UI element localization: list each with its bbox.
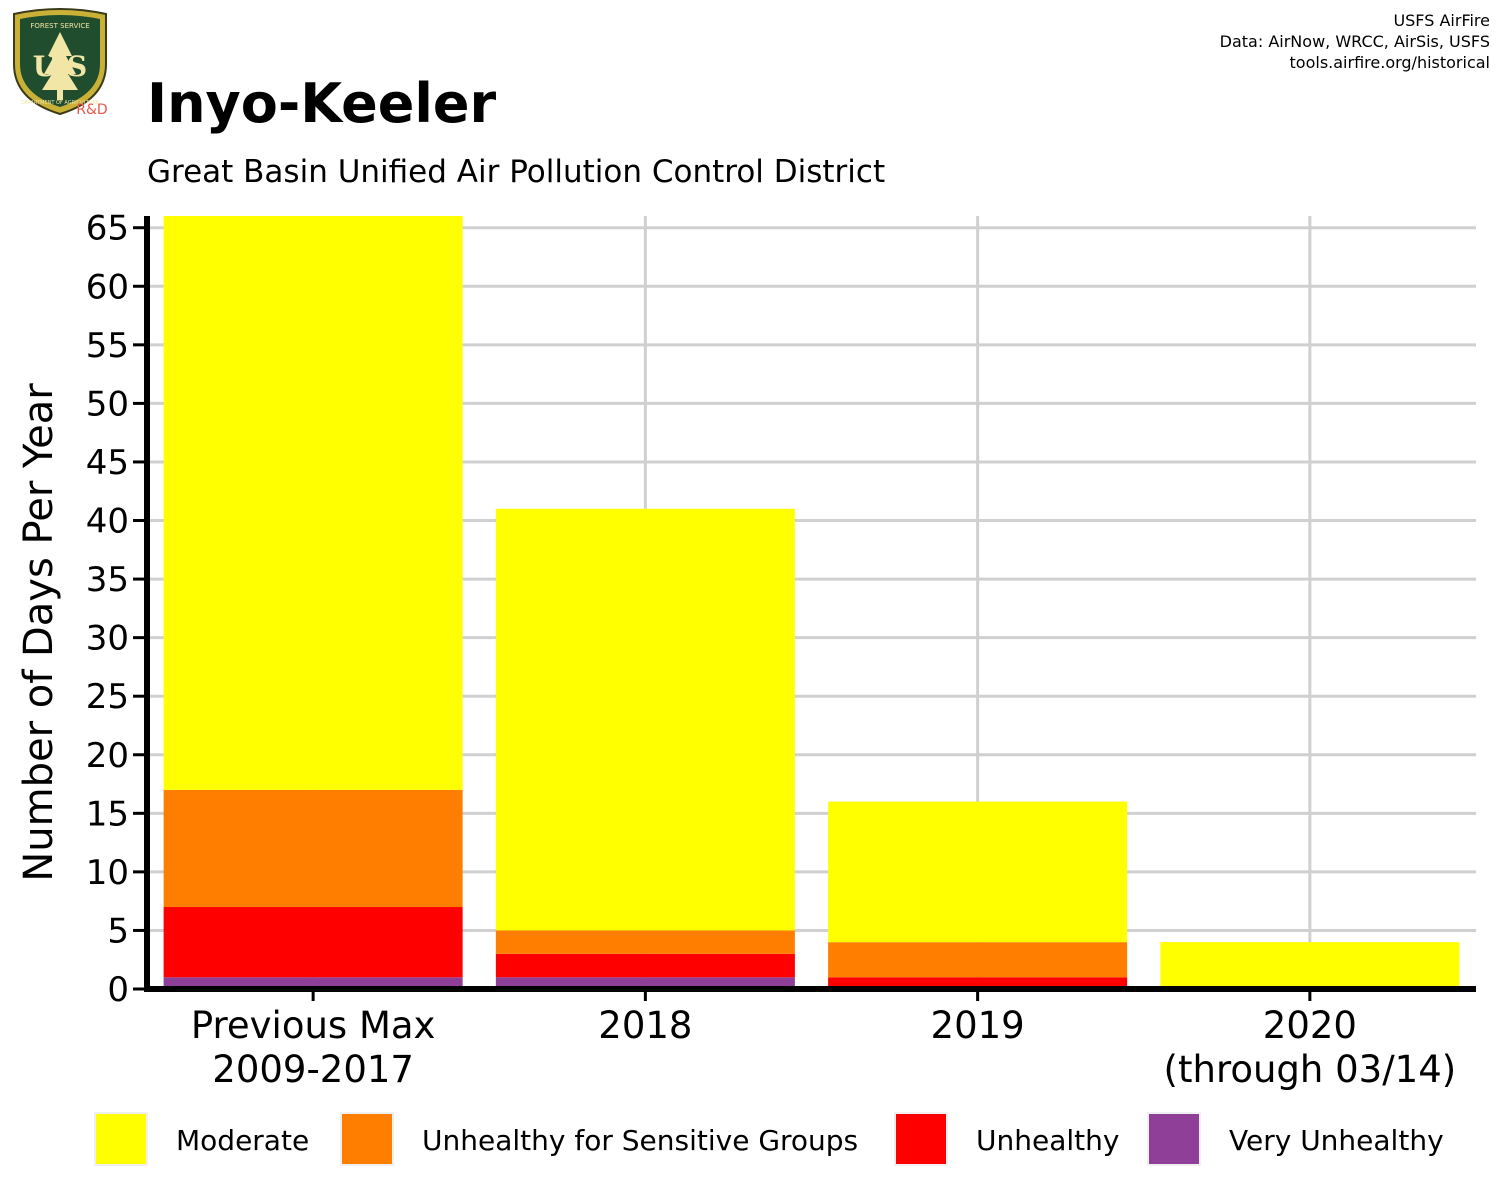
legend-label: Unhealthy	[976, 1124, 1120, 1157]
y-tick-label: 10	[86, 853, 129, 893]
credits: USFS AirFire Data: AirNow, WRCC, AirSis,…	[1220, 10, 1490, 73]
y-tick-label: 20	[86, 736, 129, 776]
y-tick-label: 45	[86, 443, 129, 483]
x-tick-label: (through 03/14)	[1164, 1048, 1457, 1091]
x-tick-label: Previous Max	[191, 1004, 436, 1047]
bar-segment	[495, 977, 795, 989]
y-tick-label: 40	[86, 502, 129, 542]
chart-subtitle: Great Basin Unified Air Pollution Contro…	[147, 154, 886, 190]
y-tick-label: 65	[86, 209, 129, 249]
legend-label: Moderate	[176, 1124, 310, 1157]
legend-swatch	[894, 1112, 948, 1166]
bar-segment	[1160, 942, 1460, 989]
chart-title: Inyo-Keeler	[147, 72, 497, 135]
legend-swatch	[94, 1112, 148, 1166]
bar-segment	[828, 801, 1128, 943]
bar-segment	[495, 953, 795, 978]
x-tick-label: 2019	[931, 1004, 1025, 1047]
y-tick-label: 55	[86, 326, 129, 366]
logo-top-text: FOREST SERVICE	[30, 22, 89, 30]
bar-segment	[163, 907, 463, 978]
legend-swatch	[340, 1112, 394, 1166]
credits-line-1: USFS AirFire	[1393, 11, 1490, 30]
forest-service-logo: U S FOREST SERVICE DEPARTMENT OF AGRICUL…	[13, 8, 108, 118]
bar-segment	[163, 789, 463, 908]
x-tick-label: 2009-2017	[212, 1048, 414, 1091]
credits-line-2: Data: AirNow, WRCC, AirSis, USFS	[1219, 32, 1490, 51]
bar-segment	[495, 930, 795, 954]
logo-bottom-text: DEPARTMENT OF AGRICULTURE	[21, 100, 99, 106]
y-tick-label: 0	[107, 970, 129, 1010]
y-tick-label: 60	[86, 267, 129, 307]
bar-segment	[163, 977, 463, 989]
legend-swatch	[1147, 1112, 1201, 1166]
legend: Moderate Unhealthy for Sensitive Groups Un…	[0, 1110, 1500, 1170]
bar-segment	[163, 216, 463, 790]
y-tick-label: 25	[86, 677, 129, 717]
y-tick-label: 30	[86, 619, 129, 659]
y-axis-title: Number of Days Per Year	[16, 383, 62, 882]
y-tick-label: 15	[86, 794, 129, 834]
legend-label: Unhealthy for Sensitive Groups	[422, 1124, 859, 1157]
bar-segment	[495, 508, 795, 931]
y-tick-label: 5	[107, 911, 129, 951]
x-tick-label: 2018	[598, 1004, 692, 1047]
logo-tag: R&D	[76, 102, 107, 118]
bar-segment	[828, 977, 1128, 989]
logo-letters: U S	[33, 50, 87, 83]
x-tick-label: 2020	[1263, 1004, 1357, 1047]
legend-label: Very Unhealthy	[1229, 1124, 1444, 1157]
bar-segment	[828, 942, 1128, 978]
credits-line-3: tools.airfire.org/historical	[1289, 53, 1490, 72]
y-tick-label: 35	[86, 560, 129, 600]
y-tick-label: 50	[86, 384, 129, 424]
